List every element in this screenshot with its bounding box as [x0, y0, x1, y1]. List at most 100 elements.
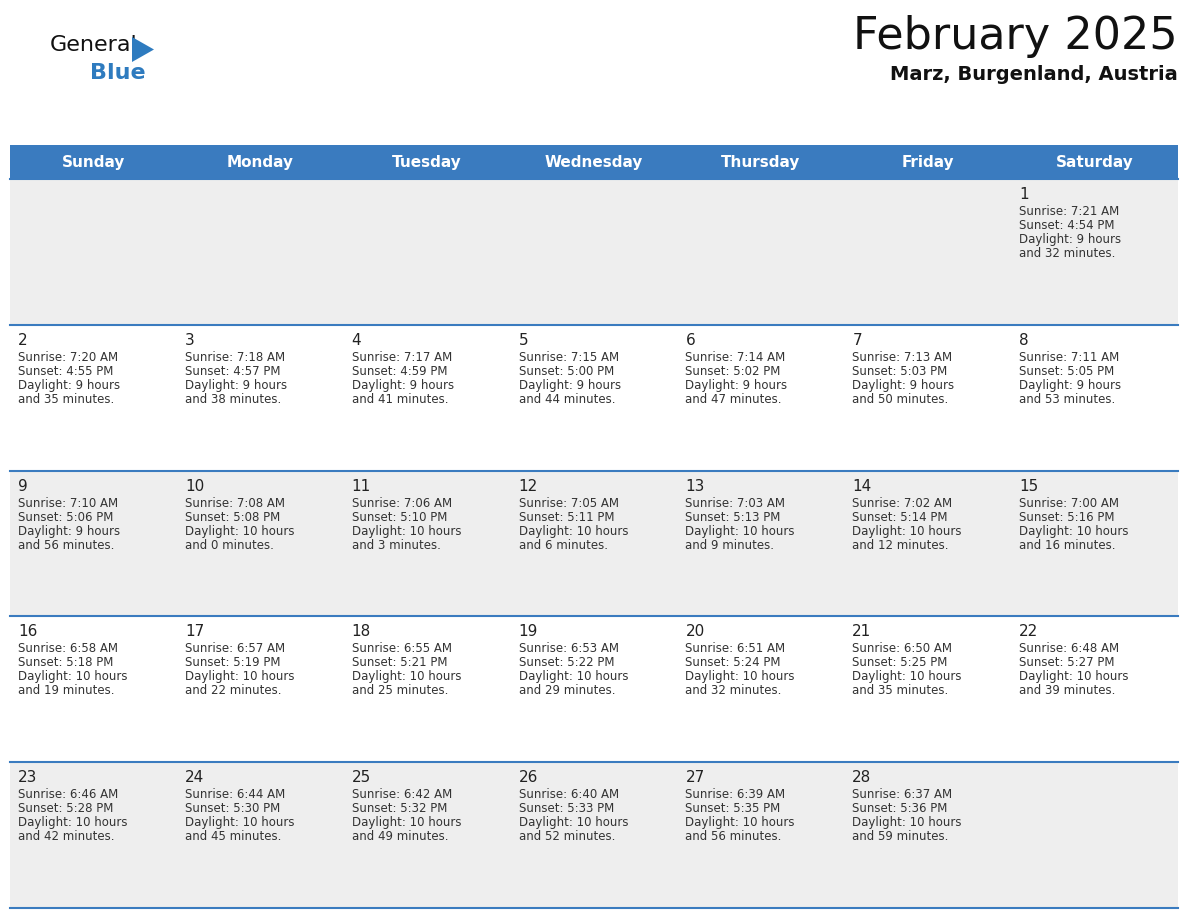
Text: Daylight: 9 hours: Daylight: 9 hours [685, 379, 788, 392]
Bar [10, 325, 1178, 471]
Text: Sunday: Sunday [62, 154, 125, 170]
Text: Sunset: 5:18 PM: Sunset: 5:18 PM [18, 656, 113, 669]
Text: Sunrise: 7:03 AM: Sunrise: 7:03 AM [685, 497, 785, 509]
Text: and 35 minutes.: and 35 minutes. [852, 685, 948, 698]
Text: 27: 27 [685, 770, 704, 785]
Text: Sunrise: 6:51 AM: Sunrise: 6:51 AM [685, 643, 785, 655]
Text: and 32 minutes.: and 32 minutes. [685, 685, 782, 698]
Text: Sunrise: 7:00 AM: Sunrise: 7:00 AM [1019, 497, 1119, 509]
Text: Sunset: 5:19 PM: Sunset: 5:19 PM [185, 656, 280, 669]
Text: and 22 minutes.: and 22 minutes. [185, 685, 282, 698]
Text: 24: 24 [185, 770, 204, 785]
Text: Sunrise: 6:58 AM: Sunrise: 6:58 AM [18, 643, 118, 655]
Text: Daylight: 10 hours: Daylight: 10 hours [852, 816, 962, 829]
Text: Daylight: 10 hours: Daylight: 10 hours [852, 670, 962, 683]
Text: Daylight: 10 hours: Daylight: 10 hours [1019, 670, 1129, 683]
Text: Daylight: 9 hours: Daylight: 9 hours [185, 379, 287, 392]
Text: Sunset: 5:13 PM: Sunset: 5:13 PM [685, 510, 781, 523]
Text: Daylight: 10 hours: Daylight: 10 hours [185, 816, 295, 829]
Text: Thursday: Thursday [721, 154, 801, 170]
Text: and 41 minutes.: and 41 minutes. [352, 393, 448, 406]
Text: Sunset: 5:08 PM: Sunset: 5:08 PM [185, 510, 280, 523]
Text: Marz, Burgenland, Austria: Marz, Burgenland, Austria [890, 65, 1178, 84]
Text: 2: 2 [18, 333, 27, 348]
Bar [10, 471, 1178, 616]
Bar [10, 145, 1178, 179]
Text: and 6 minutes.: and 6 minutes. [519, 539, 607, 552]
Text: and 0 minutes.: and 0 minutes. [185, 539, 273, 552]
Text: and 32 minutes.: and 32 minutes. [1019, 247, 1116, 260]
Text: and 56 minutes.: and 56 minutes. [18, 539, 114, 552]
Text: Sunset: 5:32 PM: Sunset: 5:32 PM [352, 802, 447, 815]
Text: and 52 minutes.: and 52 minutes. [519, 830, 615, 844]
Text: 17: 17 [185, 624, 204, 640]
Text: Sunrise: 6:53 AM: Sunrise: 6:53 AM [519, 643, 619, 655]
Text: 14: 14 [852, 478, 872, 494]
Text: and 16 minutes.: and 16 minutes. [1019, 539, 1116, 552]
Text: and 45 minutes.: and 45 minutes. [185, 830, 282, 844]
Text: 15: 15 [1019, 478, 1038, 494]
Text: and 25 minutes.: and 25 minutes. [352, 685, 448, 698]
Bar [10, 179, 1178, 325]
Text: 6: 6 [685, 333, 695, 348]
Text: February 2025: February 2025 [853, 15, 1178, 58]
Polygon shape [132, 37, 154, 62]
Text: Wednesday: Wednesday [545, 154, 643, 170]
Text: Friday: Friday [902, 154, 954, 170]
Text: and 19 minutes.: and 19 minutes. [18, 685, 114, 698]
Text: and 9 minutes.: and 9 minutes. [685, 539, 775, 552]
Text: Monday: Monday [227, 154, 293, 170]
Text: and 50 minutes.: and 50 minutes. [852, 393, 948, 406]
Text: 1: 1 [1019, 187, 1029, 202]
Text: Sunrise: 6:57 AM: Sunrise: 6:57 AM [185, 643, 285, 655]
Text: Sunset: 5:24 PM: Sunset: 5:24 PM [685, 656, 781, 669]
Text: 25: 25 [352, 770, 371, 785]
Bar [10, 616, 1178, 762]
Text: Sunrise: 7:06 AM: Sunrise: 7:06 AM [352, 497, 451, 509]
Text: Daylight: 9 hours: Daylight: 9 hours [352, 379, 454, 392]
Text: Sunset: 4:55 PM: Sunset: 4:55 PM [18, 364, 113, 378]
Text: Sunset: 5:27 PM: Sunset: 5:27 PM [1019, 656, 1114, 669]
Text: 18: 18 [352, 624, 371, 640]
Text: 22: 22 [1019, 624, 1038, 640]
Text: Sunset: 5:00 PM: Sunset: 5:00 PM [519, 364, 614, 378]
Text: Sunrise: 7:13 AM: Sunrise: 7:13 AM [852, 351, 953, 364]
Text: Sunrise: 7:08 AM: Sunrise: 7:08 AM [185, 497, 285, 509]
Text: 9: 9 [18, 478, 27, 494]
Text: 10: 10 [185, 478, 204, 494]
Text: Daylight: 10 hours: Daylight: 10 hours [352, 524, 461, 538]
Text: Daylight: 9 hours: Daylight: 9 hours [852, 379, 954, 392]
Text: Sunrise: 7:02 AM: Sunrise: 7:02 AM [852, 497, 953, 509]
Text: Daylight: 10 hours: Daylight: 10 hours [685, 816, 795, 829]
Text: Sunset: 5:03 PM: Sunset: 5:03 PM [852, 364, 948, 378]
Text: Sunset: 4:59 PM: Sunset: 4:59 PM [352, 364, 447, 378]
Text: Sunrise: 7:05 AM: Sunrise: 7:05 AM [519, 497, 619, 509]
Text: 13: 13 [685, 478, 704, 494]
Text: and 29 minutes.: and 29 minutes. [519, 685, 615, 698]
Text: Sunrise: 6:50 AM: Sunrise: 6:50 AM [852, 643, 953, 655]
Text: Sunrise: 6:40 AM: Sunrise: 6:40 AM [519, 789, 619, 801]
Text: Sunrise: 7:17 AM: Sunrise: 7:17 AM [352, 351, 451, 364]
Text: Sunset: 5:35 PM: Sunset: 5:35 PM [685, 802, 781, 815]
Text: Daylight: 10 hours: Daylight: 10 hours [519, 524, 628, 538]
Text: Sunset: 5:16 PM: Sunset: 5:16 PM [1019, 510, 1114, 523]
Text: Sunrise: 6:42 AM: Sunrise: 6:42 AM [352, 789, 451, 801]
Text: 7: 7 [852, 333, 862, 348]
Text: Daylight: 9 hours: Daylight: 9 hours [18, 379, 120, 392]
Text: and 49 minutes.: and 49 minutes. [352, 830, 448, 844]
Text: Sunrise: 7:11 AM: Sunrise: 7:11 AM [1019, 351, 1119, 364]
Text: 19: 19 [519, 624, 538, 640]
Text: Sunrise: 6:55 AM: Sunrise: 6:55 AM [352, 643, 451, 655]
Text: Sunset: 5:36 PM: Sunset: 5:36 PM [852, 802, 948, 815]
Text: Sunset: 5:21 PM: Sunset: 5:21 PM [352, 656, 447, 669]
Text: Daylight: 9 hours: Daylight: 9 hours [1019, 233, 1121, 246]
Text: Sunset: 5:14 PM: Sunset: 5:14 PM [852, 510, 948, 523]
Text: Sunset: 5:11 PM: Sunset: 5:11 PM [519, 510, 614, 523]
Text: 4: 4 [352, 333, 361, 348]
Text: Sunset: 5:25 PM: Sunset: 5:25 PM [852, 656, 948, 669]
Text: Sunrise: 7:10 AM: Sunrise: 7:10 AM [18, 497, 118, 509]
Text: Daylight: 9 hours: Daylight: 9 hours [1019, 379, 1121, 392]
Text: Daylight: 10 hours: Daylight: 10 hours [1019, 524, 1129, 538]
Text: and 47 minutes.: and 47 minutes. [685, 393, 782, 406]
Text: Sunset: 5:10 PM: Sunset: 5:10 PM [352, 510, 447, 523]
